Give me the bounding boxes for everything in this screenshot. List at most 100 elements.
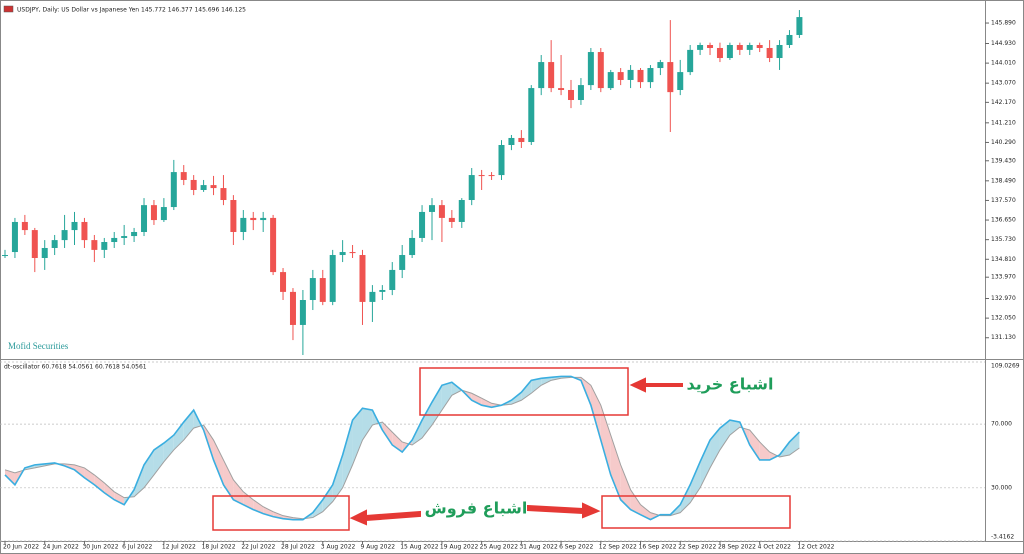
x-tick-label: 19 Aug 2022 bbox=[440, 544, 479, 551]
x-tick-label: 18 Jul 2022 bbox=[202, 544, 236, 551]
arrow bbox=[527, 502, 601, 519]
candle-body bbox=[428, 205, 435, 212]
candle-body bbox=[617, 72, 624, 80]
band-fill bbox=[74, 464, 85, 478]
candle-body bbox=[339, 252, 346, 256]
candle-body bbox=[190, 179, 197, 190]
band-fill bbox=[144, 449, 154, 488]
y-tick-label: 132.050 bbox=[991, 315, 1016, 322]
candle-body bbox=[91, 240, 98, 250]
candle-body bbox=[369, 291, 376, 302]
band-fill bbox=[183, 410, 194, 441]
oscillator-line bbox=[4, 376, 800, 520]
x-tick-label: 22 Sep 2022 bbox=[678, 544, 716, 551]
candle-body bbox=[508, 137, 515, 145]
candle-body bbox=[81, 221, 88, 241]
candle-body bbox=[11, 221, 18, 253]
plot-layer: 145.890 144.930 144.010 143.070 142.170 141.2… bbox=[0, 10, 1020, 551]
band-fill bbox=[104, 482, 115, 500]
candle-body bbox=[657, 62, 664, 69]
candle-body bbox=[647, 68, 654, 83]
band-fill bbox=[392, 432, 403, 452]
candle-body bbox=[796, 17, 803, 35]
band-fill bbox=[719, 420, 730, 450]
candle-body bbox=[419, 211, 426, 238]
annotations: اشباع خرید اشباع فروش bbox=[212, 367, 791, 531]
candle-body bbox=[160, 207, 167, 221]
x-tick-label: 12 Oct 2022 bbox=[797, 544, 834, 551]
candle-body bbox=[309, 278, 316, 301]
band-fill bbox=[590, 385, 601, 441]
candle-body bbox=[299, 300, 306, 325]
band-fill bbox=[84, 467, 95, 485]
x-tick-label: 31 Aug 2022 bbox=[519, 544, 558, 551]
candle-body bbox=[101, 242, 108, 250]
candle-body bbox=[200, 185, 207, 190]
x-tick-label: 22 Jul 2022 bbox=[241, 544, 275, 551]
band-fill bbox=[729, 420, 740, 436]
candle-body bbox=[458, 200, 465, 222]
candle-body bbox=[260, 217, 267, 221]
y-tick-label: 133.970 bbox=[991, 274, 1016, 281]
candle-body bbox=[329, 255, 336, 302]
candle-body bbox=[716, 47, 723, 59]
candle-body bbox=[587, 52, 594, 86]
candle-body bbox=[141, 205, 148, 232]
candle-body bbox=[637, 69, 644, 83]
oscillator-line bbox=[4, 375, 800, 521]
band-fill bbox=[541, 377, 552, 386]
candle-body bbox=[677, 72, 684, 90]
y-tick-label: 144.010 bbox=[991, 60, 1016, 67]
candle-body bbox=[746, 45, 753, 50]
candle-body bbox=[518, 137, 525, 143]
x-tick-label: 28 Sep 2022 bbox=[718, 544, 756, 551]
candle-body bbox=[756, 45, 763, 48]
band-fill bbox=[233, 479, 244, 505]
band-fill bbox=[153, 443, 164, 475]
band-fill bbox=[531, 378, 542, 394]
candle-body bbox=[61, 230, 68, 241]
candle-body bbox=[250, 217, 257, 221]
candle-body bbox=[111, 237, 118, 243]
candle-body bbox=[438, 205, 445, 218]
candle-body bbox=[230, 200, 237, 232]
band-fill bbox=[610, 435, 621, 500]
candle-body bbox=[31, 230, 38, 259]
candle-body bbox=[71, 221, 78, 231]
band-fill bbox=[471, 393, 482, 406]
x-tick-label: 4 Oct 2022 bbox=[758, 544, 791, 551]
y-tick-label: 139.430 bbox=[991, 157, 1016, 164]
candle-body bbox=[736, 45, 743, 50]
candle-body bbox=[150, 205, 157, 221]
candle-body bbox=[607, 72, 614, 89]
candle-body bbox=[41, 247, 48, 259]
y-tick-label: 137.570 bbox=[991, 197, 1016, 204]
y-tick-label: 143.070 bbox=[991, 80, 1016, 87]
x-tick-label: 6 Jul 2022 bbox=[122, 544, 152, 551]
x-tick-label: 9 Aug 2022 bbox=[360, 544, 395, 551]
candle-body bbox=[389, 269, 396, 290]
candle-body bbox=[280, 272, 287, 292]
symbol-icon bbox=[3, 5, 14, 13]
y-tick-label: 132.970 bbox=[991, 295, 1016, 302]
candle-body bbox=[776, 45, 783, 59]
candle-body bbox=[170, 172, 177, 208]
band-fill bbox=[94, 474, 105, 493]
x-tick-label: 24 Jun 2022 bbox=[43, 544, 79, 551]
x-tick-label: 15 Aug 2022 bbox=[400, 544, 439, 551]
band-fill bbox=[451, 382, 462, 396]
y-tick-label: 134.810 bbox=[991, 256, 1016, 263]
candle-body bbox=[597, 52, 604, 89]
y-tick-label: 145.890 bbox=[991, 20, 1016, 27]
candle-body bbox=[697, 45, 704, 50]
candle-body bbox=[289, 291, 296, 325]
x-tick-label: 25 Aug 2022 bbox=[480, 544, 519, 551]
candle-body bbox=[468, 175, 475, 201]
y-tick-label: 140.290 bbox=[991, 139, 1016, 146]
candle-body bbox=[786, 34, 793, 46]
overbought-box bbox=[419, 367, 629, 416]
overbought-label: اشباع خرید bbox=[687, 375, 774, 394]
band-fill bbox=[114, 491, 125, 505]
candle-body bbox=[627, 69, 634, 80]
